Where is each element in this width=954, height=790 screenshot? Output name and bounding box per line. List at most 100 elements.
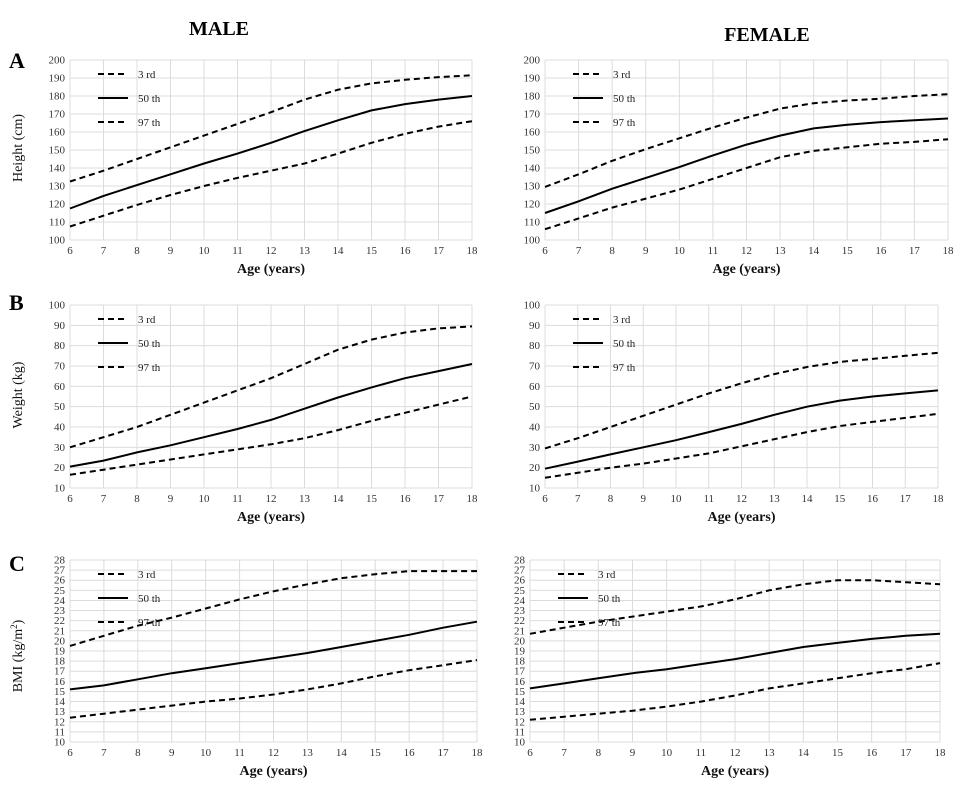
y-tick-label: 25 [514, 585, 526, 597]
y-tick-label: 100 [49, 235, 66, 247]
x-axis-label: Age (years) [239, 764, 307, 779]
y-tick-label: 100 [49, 300, 66, 312]
x-tick-label: 17 [909, 245, 921, 257]
y-tick-label: 23 [514, 605, 526, 617]
series-line-male-c-1 [69, 570, 477, 647]
x-tick-label: 8 [135, 747, 141, 759]
y-tick-label: 10 [529, 483, 541, 495]
x-tick-label: 16 [867, 493, 879, 505]
legend-label: 50 th [613, 338, 636, 350]
x-tick-label: 8 [608, 493, 614, 505]
x-tick-label: 18 [467, 493, 479, 505]
x-tick-label: 11 [703, 493, 714, 505]
y-tick-label: 18 [54, 656, 66, 668]
series-line-male-a-2 [69, 95, 473, 210]
x-tick-label: 17 [433, 245, 445, 257]
y-tick-label: 25 [54, 585, 66, 597]
y-tick-label: 120 [49, 199, 66, 211]
x-tick-label: 6 [542, 493, 548, 505]
x-tick-label: 13 [769, 493, 781, 505]
x-tick-label: 12 [266, 245, 277, 257]
x-tick-label: 10 [200, 747, 212, 759]
x-tick-label: 18 [933, 493, 945, 505]
y-tick-label: 100 [524, 235, 541, 247]
x-tick-label: 10 [671, 493, 683, 505]
x-axis-label: Age (years) [237, 262, 305, 277]
y-axis-label-bmi-tail: ) [11, 619, 26, 624]
y-tick-label: 26 [54, 575, 66, 587]
y-tick-label: 21 [514, 625, 525, 637]
panel-letter-c: C [9, 551, 25, 576]
y-tick-label: 150 [49, 145, 66, 157]
x-tick-label: 15 [366, 245, 378, 257]
y-tick-label: 40 [529, 422, 541, 434]
y-tick-label: 10 [54, 483, 66, 495]
x-tick-label: 12 [730, 747, 741, 759]
x-tick-label: 16 [875, 245, 887, 257]
x-tick-label: 12 [266, 493, 277, 505]
x-tick-label: 11 [232, 245, 243, 257]
y-tick-label: 130 [49, 181, 66, 193]
y-tick-label: 21 [54, 625, 65, 637]
x-tick-label: 8 [609, 245, 615, 257]
series-line-male-c-2 [69, 620, 478, 691]
y-tick-label: 12 [54, 716, 65, 728]
x-tick-label: 10 [199, 493, 211, 505]
x-tick-label: 18 [472, 747, 484, 759]
legend-label: 97 th [598, 617, 621, 629]
y-tick-label: 10 [514, 737, 526, 749]
y-tick-label: 19 [514, 646, 526, 658]
y-tick-label: 190 [49, 73, 66, 85]
y-tick-label: 20 [54, 635, 66, 647]
y-tick-label: 50 [54, 401, 66, 413]
legend-label: 50 th [613, 93, 636, 105]
x-tick-label: 9 [169, 747, 175, 759]
y-tick-label: 90 [54, 320, 66, 332]
series-line-female-b-3 [544, 412, 939, 479]
female-column-title: FEMALE [724, 24, 810, 46]
y-tick-label: 170 [524, 109, 541, 121]
x-tick-label: 7 [101, 747, 107, 759]
legend-label: 3 rd [138, 69, 156, 81]
y-tick-label: 130 [524, 181, 541, 193]
y-tick-label: 23 [54, 605, 66, 617]
legend-label: 50 th [138, 593, 161, 605]
x-tick-label: 10 [661, 747, 673, 759]
y-tick-label: 16 [514, 676, 526, 688]
x-tick-label: 14 [333, 245, 345, 257]
series-line-female-b-1 [544, 351, 939, 450]
y-tick-label: 27 [54, 565, 66, 577]
y-tick-label: 90 [529, 320, 541, 332]
y-tick-label: 70 [54, 361, 66, 373]
y-tick-label: 27 [514, 565, 526, 577]
y-tick-label: 140 [49, 163, 66, 175]
y-tick-label: 28 [54, 555, 66, 567]
y-tick-label: 40 [54, 422, 66, 434]
y-tick-label: 16 [54, 676, 66, 688]
legend-label: 3 rd [598, 569, 616, 581]
x-tick-label: 7 [101, 245, 107, 257]
x-tick-label: 17 [900, 493, 912, 505]
y-tick-label: 80 [54, 340, 66, 352]
y-tick-label: 20 [529, 462, 541, 474]
y-axis-label-weight: Weight (kg) [11, 361, 26, 428]
x-tick-label: 14 [808, 245, 820, 257]
chart-female-weight: 10 20 30 40 50 60 70 80 90 100 6 7 8 9 10 11 12 13 14 15 16 1… [524, 300, 945, 526]
y-tick-label: 70 [529, 361, 541, 373]
legend-label: 97 th [613, 362, 636, 374]
series-line-male-c-3 [69, 659, 478, 719]
x-tick-label: 17 [433, 493, 445, 505]
x-tick-label: 9 [643, 245, 649, 257]
series-line-male-a-1 [69, 74, 473, 183]
x-tick-label: 13 [299, 245, 311, 257]
x-tick-label: 14 [798, 747, 810, 759]
x-tick-label: 13 [764, 747, 776, 759]
x-tick-label: 13 [775, 245, 787, 257]
series-line-male-b-3 [69, 395, 473, 476]
x-tick-label: 11 [234, 747, 245, 759]
legend-label: 3 rd [138, 314, 156, 326]
x-tick-label: 16 [866, 747, 878, 759]
x-tick-label: 11 [696, 747, 707, 759]
x-tick-label: 11 [232, 493, 243, 505]
